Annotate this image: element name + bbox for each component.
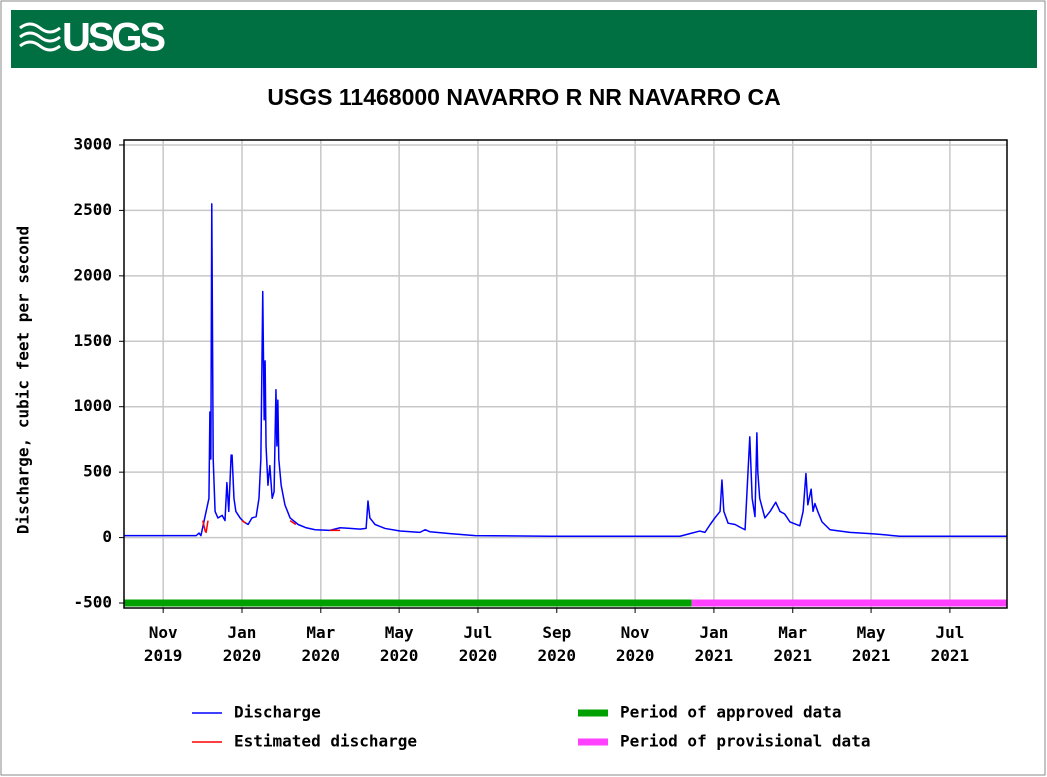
- y-tick-label: 2500: [73, 200, 112, 219]
- y-tick-label: 3000: [73, 134, 112, 153]
- x-tick-label: Mar 2021: [773, 623, 812, 665]
- x-tick-label: Sep 2020: [537, 623, 577, 665]
- y-tick-label: 1000: [73, 396, 112, 415]
- x-tick-label: Mar 2020: [301, 623, 341, 665]
- x-tick-label: Nov 2020: [615, 623, 655, 665]
- x-tick-label: Nov 2019: [143, 623, 183, 665]
- plot-frame: [123, 139, 1008, 609]
- x-tick-label: Jan 2020: [222, 623, 262, 665]
- x-tick-label: Jul 2020: [458, 623, 498, 665]
- series-line: [124, 203, 1007, 538]
- x-tick-label: Jul 2021: [930, 623, 970, 665]
- chart-title: USGS 11468000 NAVARRO R NR NAVARRO CA: [267, 84, 780, 110]
- y-tick-label: 0: [102, 527, 112, 546]
- series-line: [202, 519, 341, 534]
- legend-label: Period of approved data: [620, 703, 842, 722]
- y-tick-label: 2000: [73, 265, 112, 284]
- y-tick-label: 1500: [73, 331, 112, 350]
- y-tick-label: 500: [83, 462, 112, 481]
- header-banner: [11, 10, 1037, 68]
- logo-text: USGS: [62, 16, 166, 60]
- legend-label: Discharge: [234, 703, 321, 722]
- y-axis-label: Discharge, cubic feet per second: [14, 226, 33, 534]
- legend-label: Period of provisional data: [620, 732, 870, 751]
- legend-label: Estimated discharge: [234, 732, 417, 751]
- x-tick-label: May 2021: [851, 623, 891, 665]
- x-tick-label: May 2020: [379, 623, 419, 665]
- x-tick-label: Jan 2021: [694, 623, 734, 665]
- logo-waves: [19, 22, 61, 52]
- y-tick-label: -500: [73, 593, 112, 612]
